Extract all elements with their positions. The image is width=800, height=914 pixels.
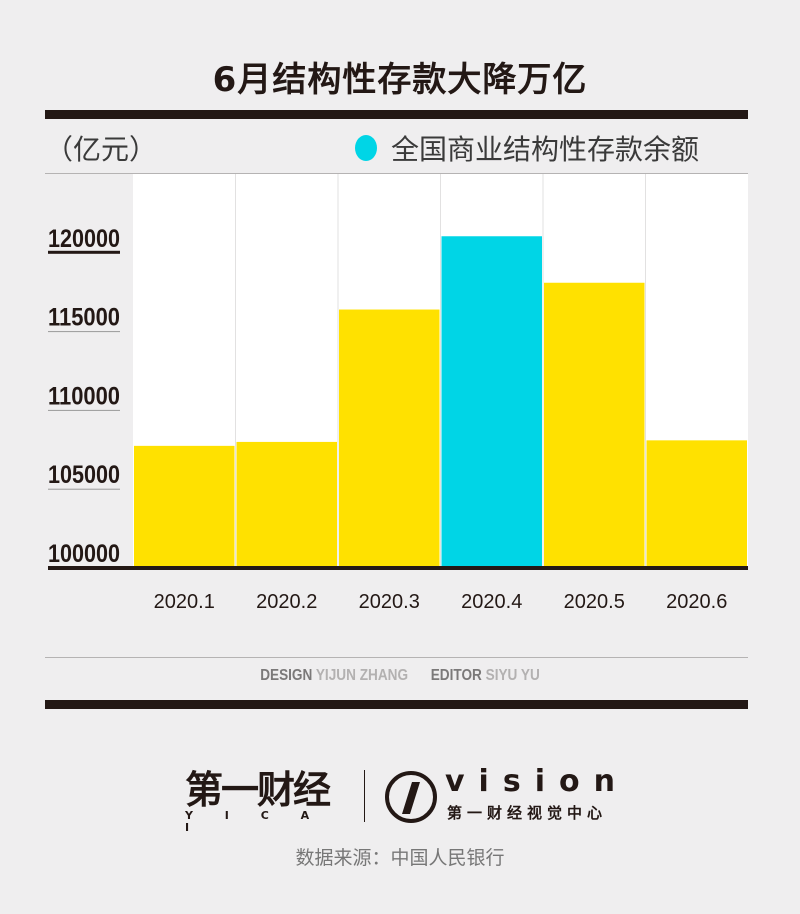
y-tick-line [48, 488, 120, 490]
y-tick-label: 105000 [48, 461, 120, 489]
bottom-rule [45, 700, 748, 709]
y-tick-line [48, 409, 120, 411]
x-tick-label: 2020.5 [564, 591, 625, 613]
data-source: 数据来源：中国人民银行 [295, 847, 505, 869]
yicai-logo-en: Y I C A I [185, 809, 324, 834]
credits: DESIGN YIJUN ZHANG EDITOR SIYU YU [60, 667, 740, 685]
bar-2020.3 [339, 309, 440, 568]
legend-swatch [355, 135, 377, 161]
baseline [48, 566, 748, 570]
vision-one-icon [385, 771, 437, 823]
yicai-logo: 第一财经 Y I C A I [185, 770, 345, 834]
y-tick-line [48, 331, 120, 333]
bar-chart: 100000 105000 110000 115000 120000 2020.1 202… [48, 174, 748, 613]
bar-2020.5 [544, 282, 645, 568]
chart-title: 6月结构性存款大降万亿 [212, 60, 588, 100]
y-tick-label: 110000 [48, 382, 120, 410]
design-name: YIJUN ZHANG [315, 667, 409, 684]
bar-2020.1 [134, 445, 235, 568]
editor-key: EDITOR [430, 667, 482, 684]
design-key: DESIGN [260, 667, 313, 684]
y-tick-label: 115000 [48, 304, 120, 332]
x-tick-label: 2020.2 [256, 591, 317, 613]
x-tick-label: 2020.1 [154, 591, 215, 613]
x-tick-label: 2020.4 [461, 591, 522, 613]
y-tick-line [48, 250, 120, 254]
legend: 全国商业结构性存款余额 [355, 128, 699, 168]
yicai-logo-cn: 第一财经 [185, 768, 331, 812]
y-tick-label: 120000 [48, 225, 120, 253]
y-tick-label: 100000 [48, 540, 120, 568]
x-tick-label: 2020.6 [666, 591, 727, 613]
bar-2020.6 [646, 440, 747, 568]
top-rule [45, 110, 748, 119]
unit-label: （亿元） [45, 133, 158, 166]
legend-label: 全国商业结构性存款余额 [391, 133, 700, 166]
vision-logo-text: vision [445, 764, 629, 799]
bar-2020.2 [236, 441, 337, 568]
bar-2020.4 [441, 236, 542, 568]
logo-divider [364, 770, 365, 822]
vision-logo-cn: 第一财经视觉中心 [447, 804, 608, 822]
credits-divider [45, 657, 748, 658]
editor-name: SIYU YU [485, 667, 540, 684]
legend-divider [45, 173, 748, 174]
x-tick-label: 2020.3 [359, 591, 420, 613]
